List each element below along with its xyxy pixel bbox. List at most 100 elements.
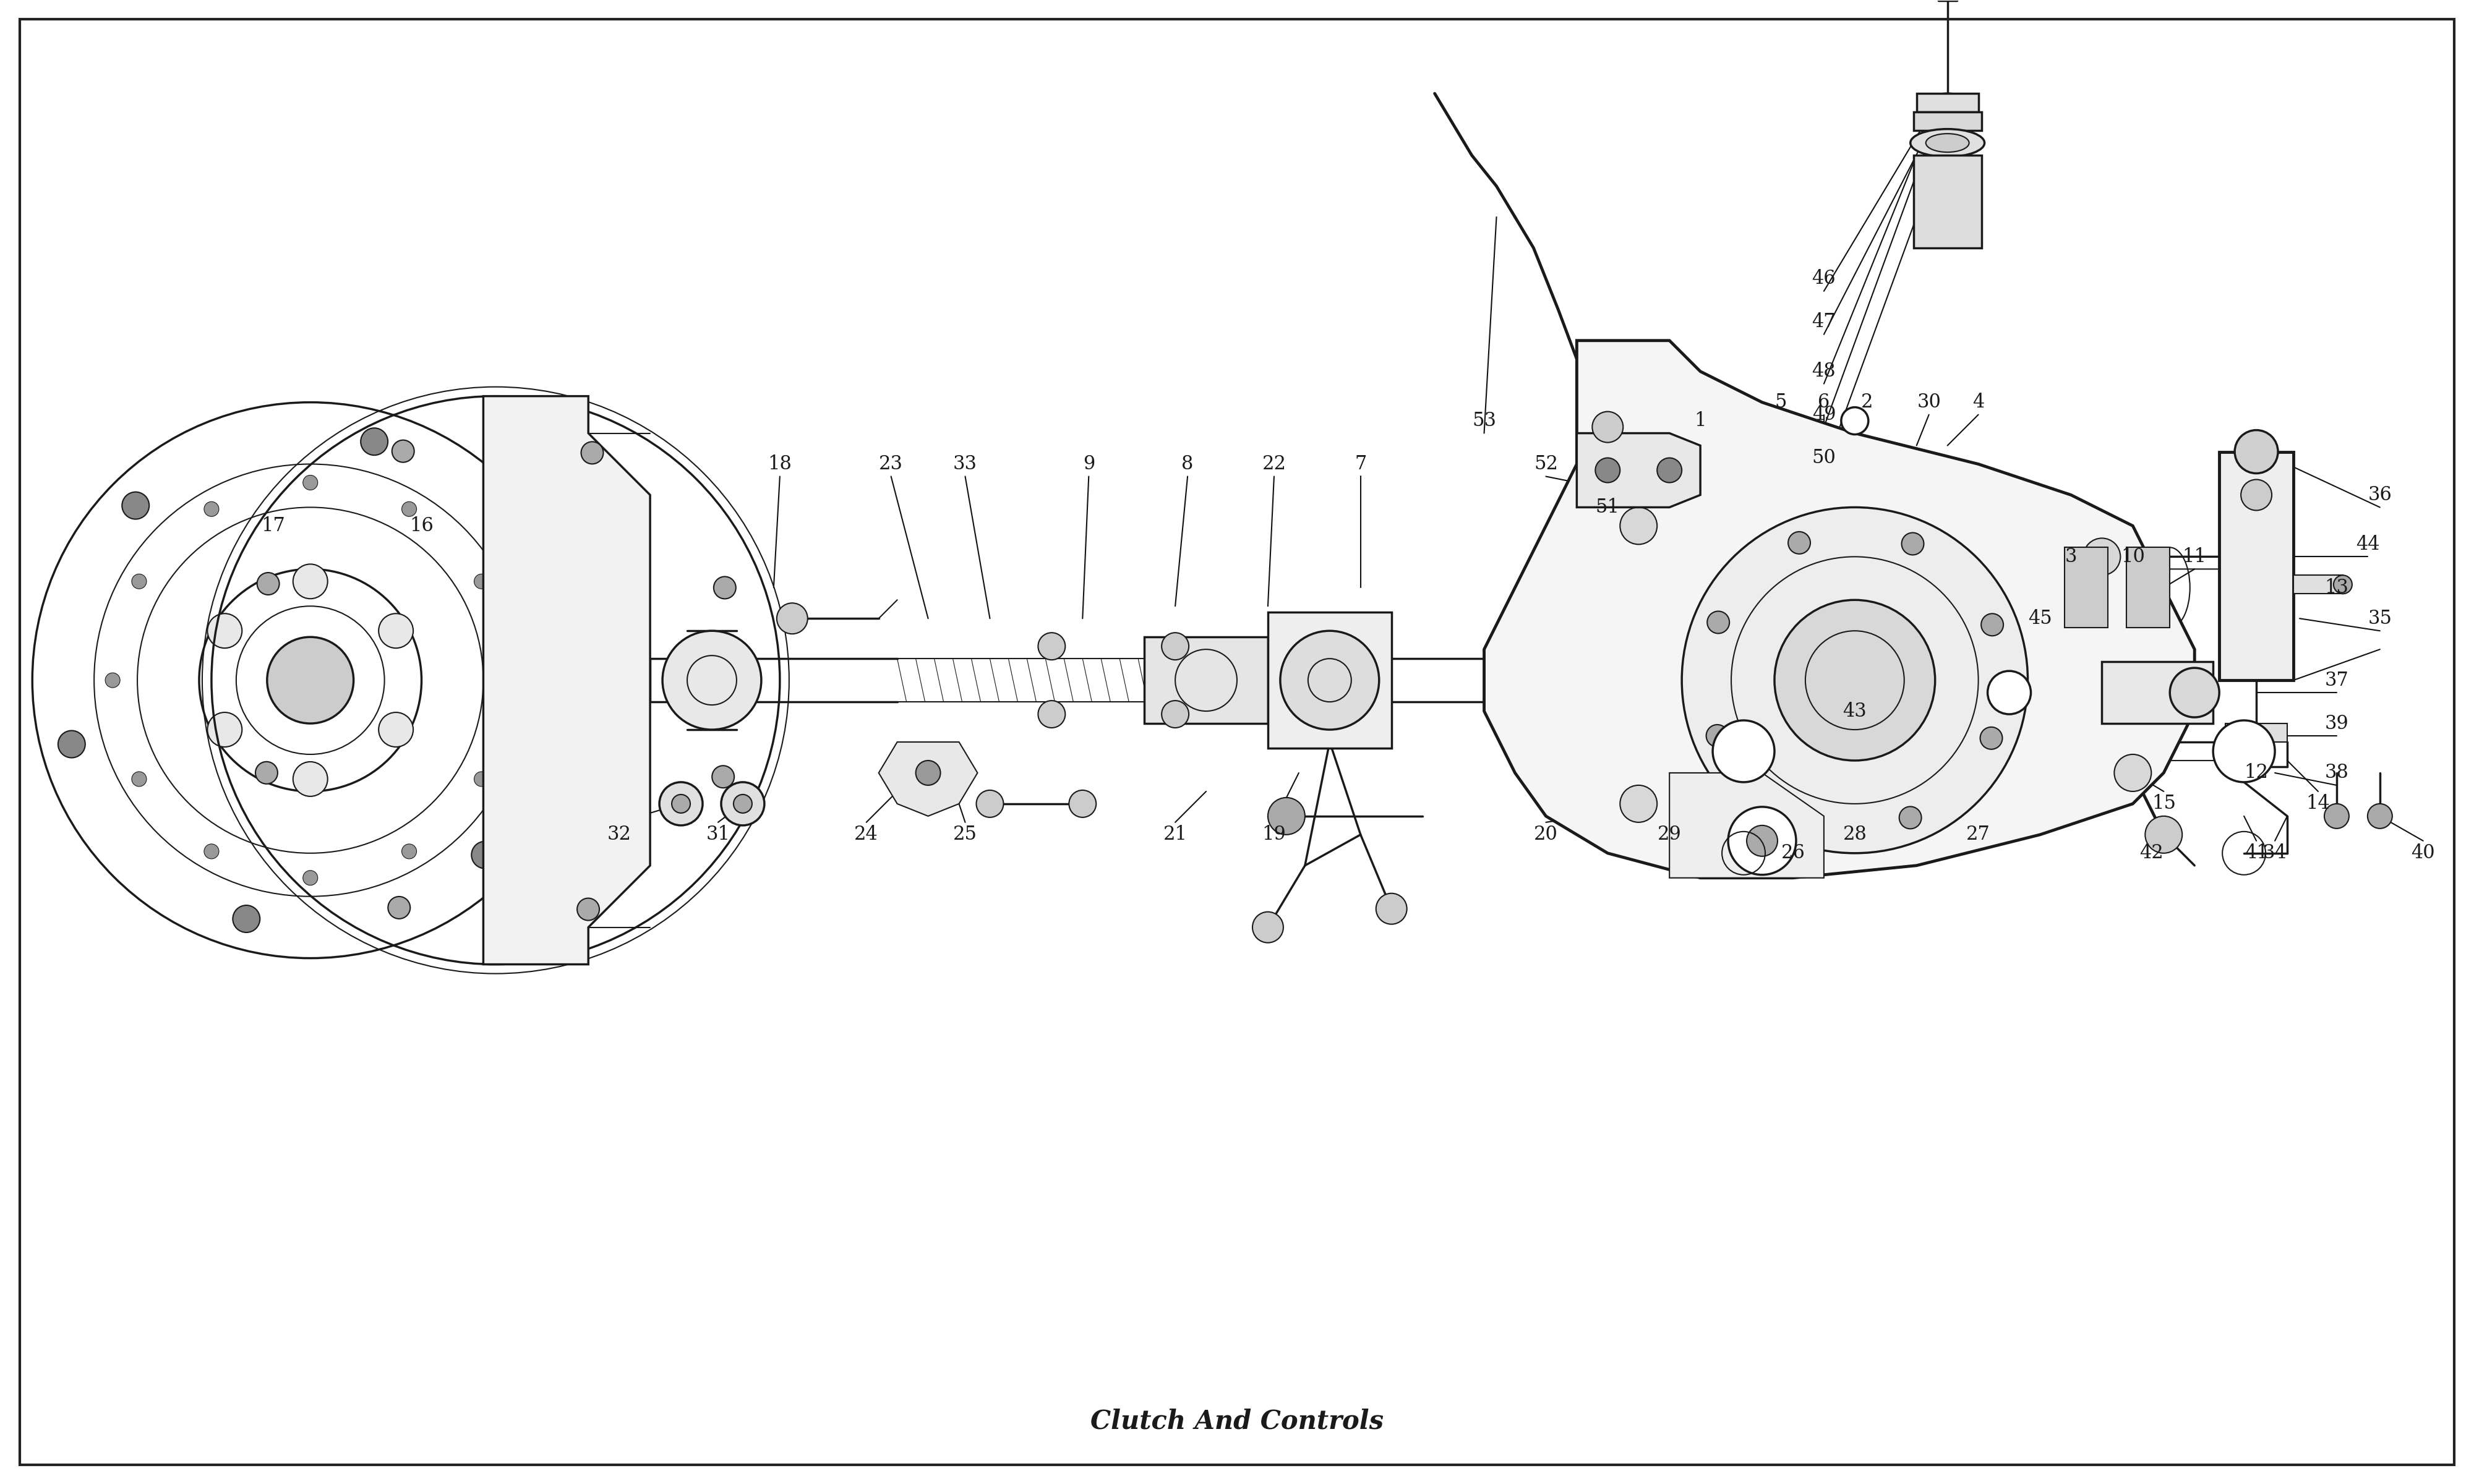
- Circle shape: [1658, 459, 1682, 482]
- Polygon shape: [2293, 576, 2343, 594]
- Circle shape: [401, 844, 416, 859]
- Text: 38: 38: [2326, 763, 2348, 782]
- Text: 21: 21: [1163, 825, 1188, 844]
- Text: 2: 2: [1860, 393, 1873, 413]
- Circle shape: [1900, 807, 1922, 828]
- Circle shape: [500, 672, 515, 687]
- Circle shape: [1707, 724, 1729, 746]
- Circle shape: [1620, 785, 1658, 822]
- Text: 8: 8: [1183, 454, 1192, 473]
- Text: 47: 47: [1811, 313, 1836, 331]
- Text: 32: 32: [606, 825, 631, 844]
- Circle shape: [1774, 600, 1935, 760]
- Text: 10: 10: [2120, 548, 2145, 567]
- Circle shape: [777, 603, 807, 634]
- Circle shape: [673, 794, 690, 813]
- Text: 31: 31: [705, 825, 730, 844]
- Text: 5: 5: [1774, 393, 1786, 413]
- Ellipse shape: [1925, 134, 1969, 153]
- Circle shape: [1729, 807, 1796, 874]
- Circle shape: [720, 782, 764, 825]
- Text: 36: 36: [2368, 485, 2392, 505]
- Polygon shape: [2128, 548, 2170, 628]
- Text: 35: 35: [2368, 608, 2392, 628]
- Polygon shape: [2066, 548, 2108, 628]
- Text: Clutch And Controls: Clutch And Controls: [1091, 1408, 1383, 1435]
- Text: 11: 11: [2182, 548, 2207, 567]
- Text: 9: 9: [1084, 454, 1094, 473]
- Circle shape: [2170, 668, 2219, 717]
- Polygon shape: [878, 742, 977, 816]
- Circle shape: [1682, 508, 2029, 853]
- Circle shape: [233, 905, 260, 932]
- Circle shape: [1747, 825, 1776, 856]
- Circle shape: [1987, 671, 2031, 714]
- Circle shape: [388, 896, 411, 919]
- Circle shape: [302, 475, 317, 490]
- Circle shape: [379, 613, 413, 649]
- Text: 13: 13: [2326, 577, 2348, 597]
- Polygon shape: [1917, 93, 1979, 111]
- Circle shape: [1039, 632, 1066, 660]
- Polygon shape: [1912, 156, 1982, 248]
- Text: 33: 33: [952, 454, 977, 473]
- Circle shape: [1596, 459, 1620, 482]
- Circle shape: [2234, 430, 2279, 473]
- Circle shape: [475, 574, 490, 589]
- Polygon shape: [1576, 433, 1700, 508]
- Circle shape: [2115, 754, 2152, 791]
- Text: 1: 1: [1695, 411, 1707, 430]
- Circle shape: [121, 493, 148, 519]
- Circle shape: [391, 441, 413, 463]
- Text: 39: 39: [2326, 714, 2348, 733]
- Text: 51: 51: [1596, 497, 1620, 516]
- Circle shape: [713, 766, 735, 788]
- Circle shape: [1982, 613, 2004, 635]
- Polygon shape: [482, 396, 651, 965]
- Circle shape: [292, 564, 327, 598]
- Text: 25: 25: [952, 825, 977, 844]
- Text: 45: 45: [2029, 608, 2051, 628]
- Circle shape: [1163, 632, 1190, 660]
- Circle shape: [1376, 893, 1408, 925]
- Text: 37: 37: [2326, 671, 2348, 690]
- Circle shape: [576, 898, 599, 920]
- Text: 7: 7: [1356, 454, 1366, 473]
- Circle shape: [1279, 631, 1378, 730]
- Circle shape: [1163, 700, 1190, 727]
- Circle shape: [581, 442, 604, 464]
- Circle shape: [1707, 611, 1729, 634]
- Text: 19: 19: [1262, 825, 1286, 844]
- Text: 41: 41: [2244, 843, 2269, 862]
- Circle shape: [203, 502, 218, 516]
- Circle shape: [2368, 804, 2392, 828]
- Circle shape: [1620, 508, 1658, 545]
- Ellipse shape: [1910, 129, 1984, 157]
- Circle shape: [267, 637, 354, 724]
- Text: 6: 6: [1818, 393, 1831, 413]
- Circle shape: [2145, 816, 2182, 853]
- Text: 29: 29: [1658, 825, 1682, 844]
- Circle shape: [1789, 531, 1811, 554]
- Circle shape: [1069, 789, 1096, 818]
- Circle shape: [2323, 804, 2348, 828]
- Circle shape: [1979, 727, 2001, 749]
- Text: 46: 46: [1811, 269, 1836, 288]
- Circle shape: [1267, 797, 1304, 834]
- Circle shape: [292, 761, 327, 797]
- Text: 3: 3: [2066, 548, 2078, 567]
- Text: 26: 26: [1781, 843, 1806, 862]
- Text: 43: 43: [1843, 702, 1868, 721]
- Text: 20: 20: [1534, 825, 1559, 844]
- Circle shape: [663, 631, 762, 730]
- Circle shape: [131, 574, 146, 589]
- Circle shape: [401, 502, 416, 516]
- Polygon shape: [1670, 773, 1823, 879]
- Circle shape: [2214, 720, 2276, 782]
- Text: 50: 50: [1811, 448, 1836, 467]
- Circle shape: [57, 730, 84, 758]
- Text: 23: 23: [878, 454, 903, 473]
- Text: 12: 12: [2244, 763, 2269, 782]
- Circle shape: [32, 402, 589, 959]
- Circle shape: [2333, 576, 2353, 594]
